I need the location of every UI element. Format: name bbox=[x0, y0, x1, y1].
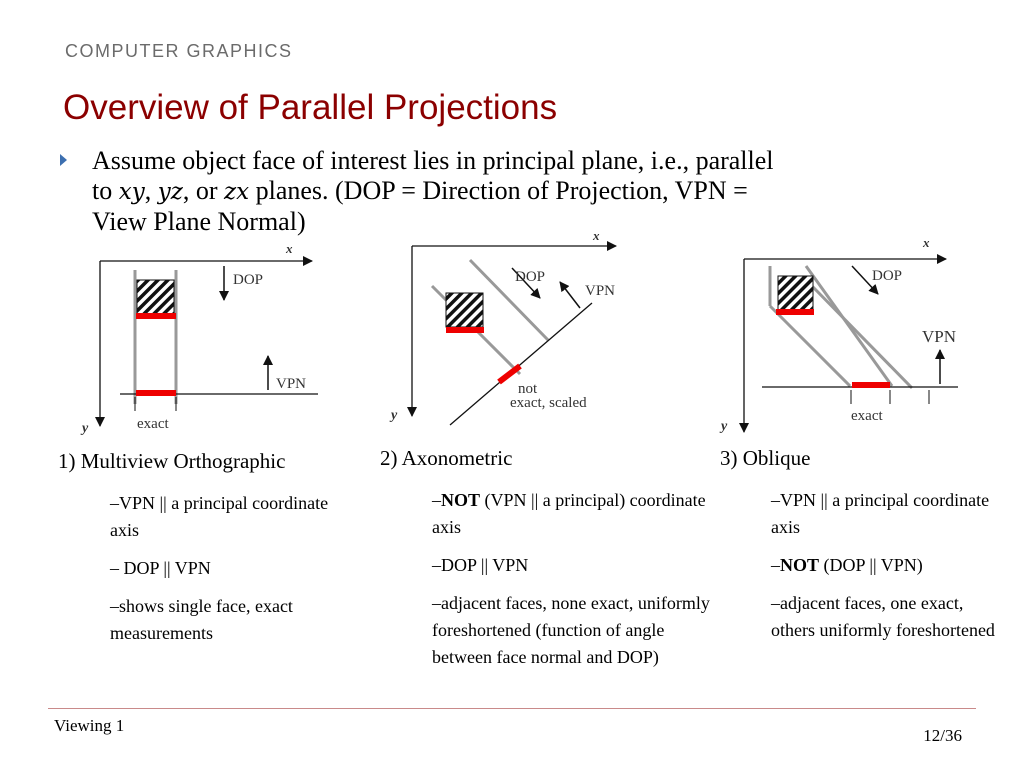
exact-label: exact bbox=[137, 416, 169, 432]
page-number: 12/36 bbox=[923, 726, 962, 745]
bullet-rest: planes. (DOP = Direction of Projection, … bbox=[249, 176, 748, 205]
projector-line bbox=[810, 284, 914, 390]
x-axis-label: x bbox=[285, 241, 293, 256]
bullet-or: , or bbox=[182, 176, 224, 205]
note-item: –VPN || a principal coordinate axis bbox=[771, 490, 990, 537]
axonometric-notes: –NOT (VPN || a principal) coordinate axi… bbox=[432, 487, 717, 682]
plane-zx: zx bbox=[224, 179, 250, 205]
vpn-label: VPN bbox=[276, 376, 306, 392]
bullet-arrow-icon bbox=[60, 154, 67, 166]
note-bold: NOT bbox=[441, 490, 481, 510]
vpn-arrow bbox=[559, 281, 581, 309]
note-item: –shows single face, exact measurements bbox=[110, 596, 293, 643]
bullet-line-1: Assume object face of interest lies in p… bbox=[92, 146, 774, 175]
note-text: (VPN || a principal) coordinate axis bbox=[432, 490, 706, 537]
note-bold: NOT bbox=[780, 555, 820, 575]
note-prefix: – bbox=[771, 555, 780, 575]
y-axis-label: y bbox=[80, 421, 89, 436]
vpn-label: VPN bbox=[922, 327, 956, 346]
bullet-to: to bbox=[92, 176, 119, 205]
note-item: –VPN || a principal coordinate axis bbox=[110, 493, 329, 540]
multiview-diagram: x y exact DOP VPN bbox=[80, 241, 318, 436]
y-axis-label: y bbox=[389, 408, 398, 423]
object-face bbox=[445, 292, 484, 328]
plane-yz: yz bbox=[157, 179, 183, 205]
bullet-comma: , bbox=[144, 176, 158, 205]
projector-line bbox=[468, 258, 550, 342]
note-prefix: – bbox=[432, 490, 441, 510]
bullet-line-3: View Plane Normal) bbox=[92, 207, 306, 236]
multiview-caption: 1) Multiview Orthographic bbox=[58, 449, 286, 473]
projected-edge-red bbox=[497, 363, 522, 385]
axonometric-caption: 2) Axonometric bbox=[380, 446, 513, 470]
footer-section: Viewing 1 bbox=[54, 716, 125, 735]
x-axis-label: x bbox=[922, 235, 930, 250]
projector-line bbox=[804, 265, 894, 387]
note-item: –adjacent faces, none exact, uniformly f… bbox=[432, 593, 710, 667]
object-face bbox=[777, 275, 814, 311]
vpn-label: VPN bbox=[585, 283, 615, 299]
dop-label: DOP bbox=[872, 268, 902, 284]
multiview-notes: –VPN || a principal coordinate axis – DO… bbox=[110, 490, 360, 658]
x-axis-label: x bbox=[592, 228, 600, 243]
oblique-diagram: x y exact DOP VPN bbox=[719, 235, 958, 434]
oblique-notes: –VPN || a principal coordinate axis –NOT… bbox=[771, 487, 1011, 655]
exact-scaled-label: exact, scaled bbox=[510, 395, 587, 411]
dop-arrow bbox=[511, 267, 541, 299]
note-item: –DOP || VPN bbox=[432, 555, 529, 575]
dop-arrow bbox=[851, 265, 879, 295]
course-name: COMPUTER GRAPHICS bbox=[65, 41, 293, 61]
note-item: –adjacent faces, one exact, others unifo… bbox=[771, 593, 995, 640]
exact-label: exact bbox=[851, 408, 883, 424]
note-text: (DOP || VPN) bbox=[819, 555, 923, 575]
view-plane bbox=[449, 302, 593, 426]
axonometric-diagram: x y DOP VPN not exact, scaled bbox=[389, 228, 617, 426]
note-item: –NOT (VPN || a principal) coordinate axi… bbox=[432, 487, 717, 541]
projector-line bbox=[768, 304, 852, 388]
not-label: not bbox=[518, 381, 538, 397]
intro-bullet: Assume object face of interest lies in p… bbox=[92, 146, 972, 237]
slide-title: Overview of Parallel Projections bbox=[63, 88, 558, 127]
dop-label: DOP bbox=[233, 272, 263, 288]
note-item: – DOP || VPN bbox=[110, 558, 211, 578]
oblique-caption: 3) Oblique bbox=[720, 446, 811, 470]
object-face bbox=[136, 279, 175, 315]
footer-divider bbox=[48, 708, 976, 709]
note-item: –NOT (DOP || VPN) bbox=[771, 552, 1011, 579]
y-axis-label: y bbox=[719, 419, 728, 434]
plane-xy: xy bbox=[118, 179, 145, 205]
dop-label: DOP bbox=[515, 269, 545, 285]
